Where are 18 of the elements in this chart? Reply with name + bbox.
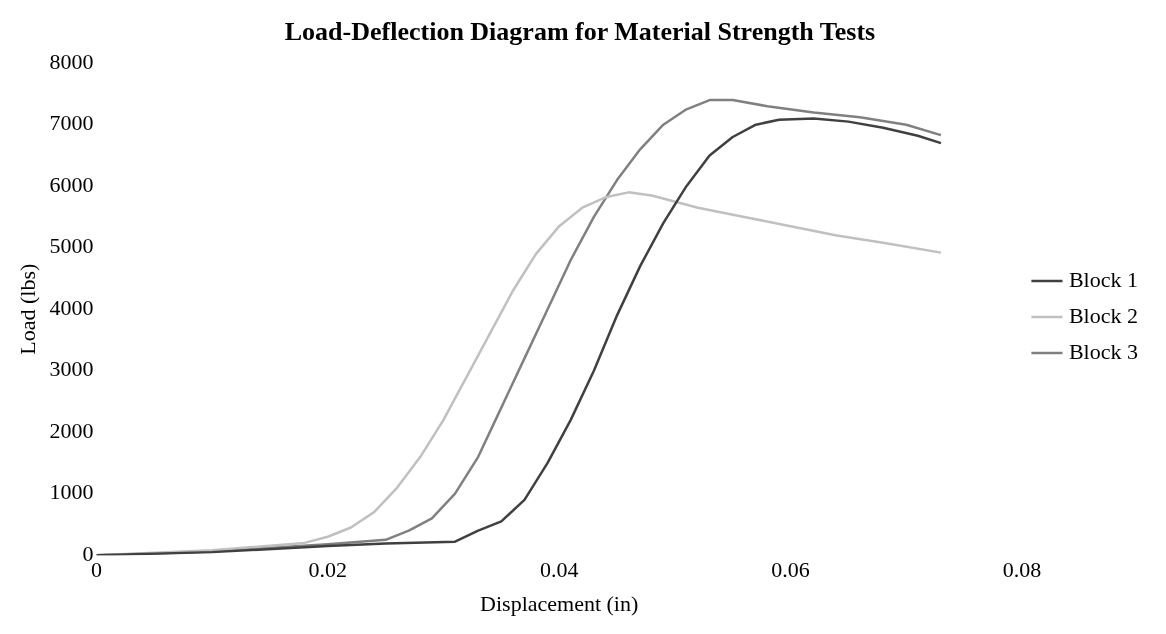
y-tick-label: 8000 [49, 48, 94, 74]
legend-label: Block 1 [1068, 266, 1139, 292]
y-tick-label: 2000 [49, 417, 94, 443]
y-tick-label: 4000 [49, 294, 94, 320]
x-tick-label: 0.06 [771, 557, 810, 583]
chart-title: Load-Deflection Diagram for Material Strength Tests [284, 17, 876, 47]
y-tick-label: 7000 [49, 110, 94, 136]
y-tick-label: 3000 [49, 356, 94, 382]
x-tick-label: 0.04 [539, 557, 579, 583]
legend-label: Block 2 [1068, 302, 1139, 328]
x-tick-label: 0.02 [308, 557, 348, 583]
y-tick-label: 6000 [49, 171, 94, 197]
legend-label: Block 3 [1068, 338, 1139, 364]
x-tick-label: 0.08 [1002, 557, 1042, 583]
y-tick-label: 5000 [49, 233, 94, 259]
y-axis-title: Load (lbs) [14, 263, 40, 355]
y-tick-label: 1000 [49, 479, 94, 505]
x-axis-title: Displacement (in) [480, 590, 639, 616]
